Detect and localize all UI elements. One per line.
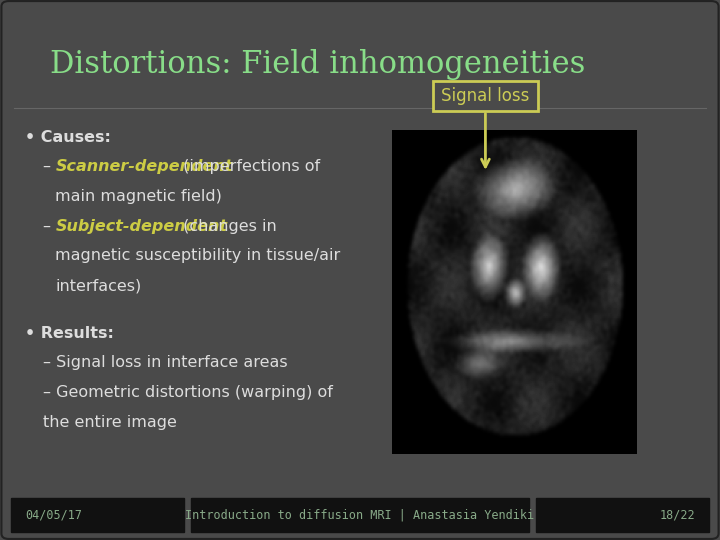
Text: (changes in: (changes in	[178, 219, 276, 234]
Text: the entire image: the entire image	[43, 415, 177, 430]
Text: Signal loss: Signal loss	[441, 87, 530, 105]
Bar	[392, 130, 637, 454]
Bar	[536, 498, 709, 532]
Text: magnetic susceptibility in tissue/air: magnetic susceptibility in tissue/air	[55, 248, 341, 264]
Bar	[11, 498, 184, 532]
Text: Distortions: Field inhomogeneities: Distortions: Field inhomogeneities	[50, 49, 586, 80]
Text: interfaces): interfaces)	[55, 278, 142, 293]
Text: Scanner-dependent: Scanner-dependent	[55, 159, 233, 174]
Text: (imperfections of: (imperfections of	[178, 159, 320, 174]
Text: 04/05/17: 04/05/17	[25, 508, 82, 521]
Text: main magnetic field): main magnetic field)	[55, 189, 222, 204]
Text: –: –	[43, 219, 56, 234]
Text: • Causes:: • Causes:	[25, 130, 111, 145]
Bar	[191, 498, 529, 532]
FancyArrowPatch shape	[482, 113, 490, 167]
Text: –: –	[43, 159, 56, 174]
Text: • Results:: • Results:	[25, 326, 114, 341]
Text: – Signal loss in interface areas: – Signal loss in interface areas	[43, 355, 288, 370]
FancyBboxPatch shape	[433, 81, 538, 111]
Text: 18/22: 18/22	[660, 508, 695, 521]
Text: Subject-dependent: Subject-dependent	[55, 219, 228, 234]
Text: Introduction to diffusion MRI | Anastasia Yendiki: Introduction to diffusion MRI | Anastasi…	[186, 508, 534, 521]
Text: – Geometric distortions (warping) of: – Geometric distortions (warping) of	[43, 385, 333, 400]
